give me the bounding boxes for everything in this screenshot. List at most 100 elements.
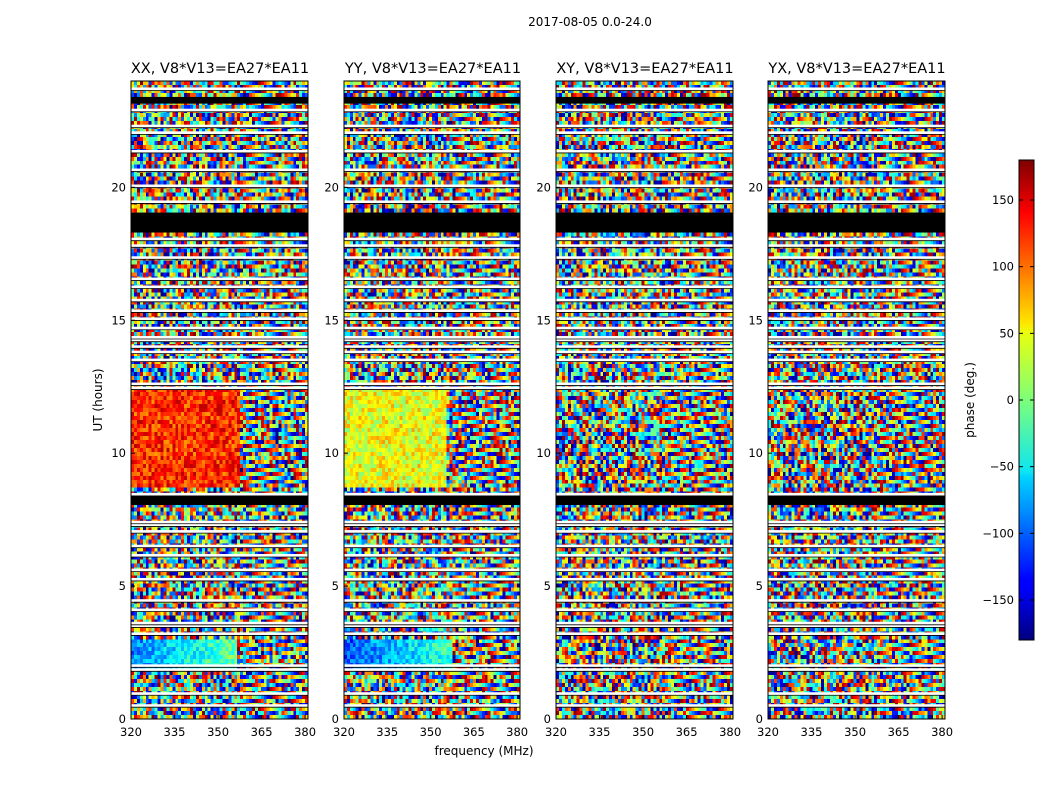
colorbar-tick-label: −50: [990, 460, 1014, 474]
flagged-row: [556, 149, 733, 153]
flagged-row: [131, 168, 308, 172]
flagged-row: [556, 345, 733, 349]
flagged-row: [131, 237, 308, 241]
flagged-row: [344, 544, 520, 548]
flagged-row: [768, 285, 945, 289]
flagged-row: [768, 200, 945, 204]
flagged-row: [768, 621, 945, 625]
panel-title-yy: YY, V8*V13=EA27*EA11: [344, 61, 521, 77]
flagged-row: [344, 338, 520, 342]
flagged-row: [768, 530, 945, 534]
flagged-row: [768, 244, 945, 248]
figure-suptitle: 2017-08-05 0.0-24.0: [528, 15, 652, 29]
x-tick-label: 365: [251, 725, 273, 739]
flagged-row: [131, 336, 308, 340]
flagged-row: [768, 237, 945, 241]
flagged-row: [131, 244, 308, 248]
flagged-row: [556, 664, 733, 668]
flagged-row: [768, 520, 945, 524]
y-ticks-xy: 0 5 10 15 20: [536, 180, 560, 726]
x-tick-label: 380: [719, 725, 741, 739]
y-tick-label: 15: [748, 313, 763, 327]
flagged-row: [768, 492, 945, 496]
flagged-row: [131, 87, 308, 91]
flagged-row: [344, 386, 520, 390]
flagged-row: [131, 317, 308, 321]
plot-frame-yy: [343, 80, 521, 720]
y-tick-label: 0: [544, 712, 551, 726]
flagged-row: [344, 664, 520, 668]
black-band: [556, 96, 733, 104]
black-band: [344, 96, 520, 104]
flagged-row: [344, 577, 520, 581]
colorbar-tick-label: 150: [992, 193, 1014, 207]
flagged-row: [344, 345, 520, 349]
black-band: [344, 495, 520, 506]
x-tick-label: 350: [632, 725, 654, 739]
y-tick-label: 20: [748, 180, 763, 194]
x-tick-label: 335: [589, 725, 611, 739]
x-tick-label: 320: [757, 725, 779, 739]
black-band: [131, 495, 308, 506]
flagged-row: [344, 256, 520, 260]
flagged-row: [556, 336, 733, 340]
colorbar-tick-label: −150: [982, 593, 1014, 607]
x-tick-label: 365: [463, 725, 485, 739]
flagged-row: [768, 87, 945, 91]
y-tick-label: 15: [324, 313, 339, 327]
flagged-row: [768, 149, 945, 153]
flagged-row: [556, 523, 733, 527]
flagged-row: [556, 382, 733, 386]
y-ticks-yx: 0 5 10 15 20: [748, 180, 772, 726]
flagged-row: [131, 577, 308, 581]
flagged-row: [131, 326, 308, 330]
flagged-row: [344, 131, 520, 135]
flagged-row: [131, 692, 308, 696]
x-tick-label: 350: [844, 725, 866, 739]
panel-title-xx: XX, V8*V13=EA27*EA11: [131, 61, 309, 77]
flagged-row: [344, 168, 520, 172]
plot-frame-xx: [130, 80, 309, 720]
flagged-row: [556, 599, 733, 603]
black-band: [131, 96, 308, 104]
flagged-row: [131, 599, 308, 603]
flagged-row: [556, 632, 733, 636]
y-tick-label: 20: [324, 180, 339, 194]
flagged-row: [768, 692, 945, 696]
flagged-row: [556, 568, 733, 572]
flagged-row: [131, 184, 308, 188]
black-band: [768, 96, 945, 104]
flagged-row: [131, 309, 308, 313]
heatmap-xy: [556, 81, 733, 719]
flagged-row: [344, 108, 520, 112]
flagged-row: [556, 131, 733, 135]
flagged-row: [344, 608, 520, 612]
flagged-row: [131, 520, 308, 524]
colorbar-tick-label: 100: [992, 260, 1014, 274]
flagged-row: [131, 338, 308, 342]
flagged-row: [344, 692, 520, 696]
flagged-row: [131, 544, 308, 548]
y-tick-label: 5: [756, 579, 763, 593]
flagged-row: [131, 285, 308, 289]
y-tick-label: 5: [119, 579, 126, 593]
flagged-row: [768, 599, 945, 603]
flagged-row: [768, 309, 945, 313]
flagged-row: [131, 386, 308, 390]
flagged-row: [131, 298, 308, 302]
black-band: [768, 495, 945, 506]
x-ticks-xy: 320 335 350 365 380: [545, 715, 741, 739]
flagged-row: [131, 530, 308, 534]
x-tick-label: 320: [333, 725, 355, 739]
flagged-row: [556, 520, 733, 524]
plot-frame-yx: [767, 80, 946, 720]
flagged-row: [131, 256, 308, 260]
x-tick-label: 365: [888, 725, 910, 739]
flagged-row: [768, 523, 945, 527]
y-tick-label: 20: [111, 180, 126, 194]
flagged-row: [768, 568, 945, 572]
flagged-row: [131, 277, 308, 281]
y-tick-label: 10: [748, 446, 763, 460]
flagged-row: [131, 664, 308, 668]
flagged-row: [344, 326, 520, 330]
